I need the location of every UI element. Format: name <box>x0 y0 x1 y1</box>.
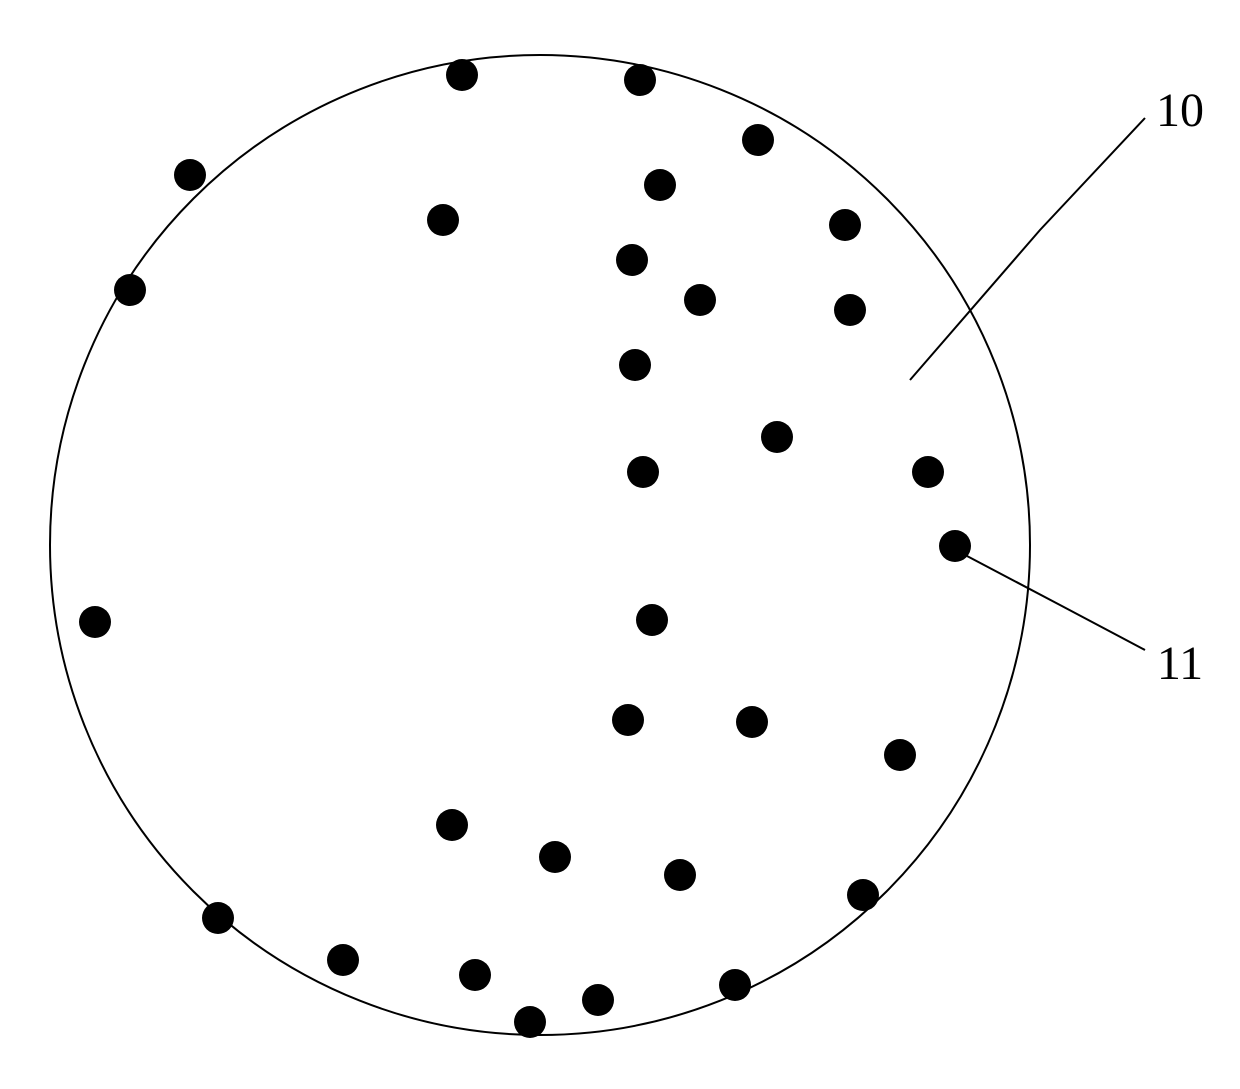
dot <box>174 159 206 191</box>
dot <box>627 456 659 488</box>
label-10: 10 <box>1156 84 1204 137</box>
dot <box>884 739 916 771</box>
dot <box>742 124 774 156</box>
dot <box>644 169 676 201</box>
dot <box>582 984 614 1016</box>
dot <box>761 421 793 453</box>
dot <box>619 349 651 381</box>
dot <box>427 204 459 236</box>
label-11: 11 <box>1157 637 1203 690</box>
dot <box>539 841 571 873</box>
dot <box>436 809 468 841</box>
dot <box>636 604 668 636</box>
dot <box>624 64 656 96</box>
dot <box>616 244 648 276</box>
dot <box>834 294 866 326</box>
dot <box>847 879 879 911</box>
dot <box>612 704 644 736</box>
dot <box>114 274 146 306</box>
dot <box>514 1006 546 1038</box>
dot <box>684 284 716 316</box>
dot <box>736 706 768 738</box>
dot <box>912 456 944 488</box>
diagram-svg: 10 11 <box>0 0 1240 1089</box>
dot <box>829 209 861 241</box>
dot <box>664 859 696 891</box>
dot <box>939 530 971 562</box>
dot <box>459 959 491 991</box>
dot <box>327 944 359 976</box>
dot <box>79 606 111 638</box>
dot <box>719 969 751 1001</box>
dot <box>446 59 478 91</box>
dot <box>202 902 234 934</box>
